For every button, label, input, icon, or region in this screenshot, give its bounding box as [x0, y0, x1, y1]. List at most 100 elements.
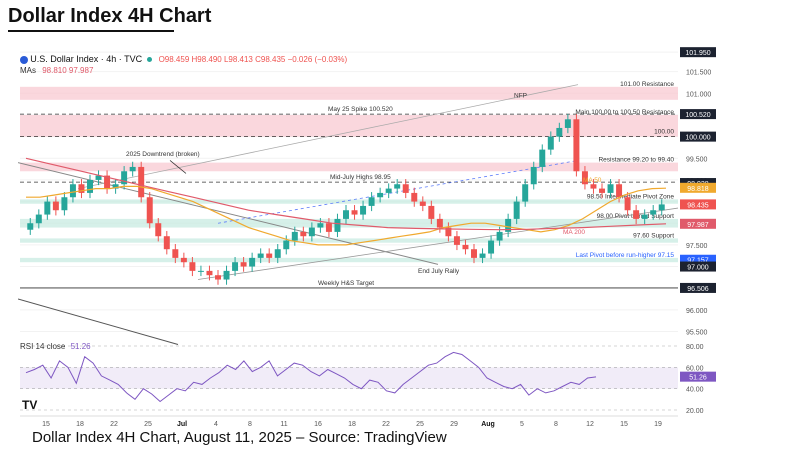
level-label: Mid-July Highs 98.95: [330, 174, 391, 181]
candle-body: [334, 218, 341, 232]
x-tick-label: 16: [314, 421, 322, 428]
candle-body: [300, 231, 307, 237]
chart-frame[interactable]: 101.950101.500101.000100.500100.00099.50…: [18, 46, 718, 432]
candle-body: [52, 201, 59, 211]
x-tick-label: 5: [520, 421, 524, 428]
title-underline: [8, 30, 174, 32]
price-label: 96.506: [687, 286, 709, 293]
price-label: 98.435: [687, 202, 709, 209]
channel-midline: [217, 160, 579, 224]
annotation-nfp: NFP: [514, 93, 527, 100]
x-tick-label: 25: [144, 421, 152, 428]
x-tick-label: 22: [110, 421, 118, 428]
legend-rsi-label[interactable]: RSI 14 close: [20, 342, 66, 351]
price-label: 101.950: [685, 50, 710, 57]
candle-body: [240, 262, 247, 267]
candle-body: [488, 240, 495, 254]
level-label: Weekly H&S Target: [318, 280, 374, 287]
candle-body: [641, 214, 648, 219]
candle-body: [616, 184, 623, 198]
candle-body: [377, 192, 384, 198]
zone-band: [20, 218, 678, 228]
legend-mas-label[interactable]: MAs: [20, 66, 36, 75]
legend-ma-values: 98.810 97.987: [42, 66, 94, 75]
x-tick-label: 29: [450, 421, 458, 428]
legend-rsi-row: RSI 14 close 51.26: [20, 342, 91, 351]
chart-canvas[interactable]: 101.950101.500101.000100.500100.00099.50…: [18, 46, 718, 432]
candle-body: [146, 197, 153, 224]
rsi-value-label: 51.26: [689, 375, 707, 382]
price-label-box: [680, 47, 716, 58]
x-tick-label: 8: [554, 421, 558, 428]
x-tick-label: 19: [654, 421, 662, 428]
candle-body: [581, 171, 588, 185]
price-label-box: [680, 182, 716, 193]
price-label: 100.000: [685, 135, 710, 142]
chart-caption: Dollar Index 4H Chart, August 11, 2025 –…: [32, 429, 447, 446]
candle-body: [556, 127, 563, 137]
candle-body: [607, 184, 614, 193]
candle-body: [505, 218, 512, 232]
zone-label: 97.60 Support: [633, 232, 674, 239]
candle-body: [573, 119, 580, 172]
annotation-arrow: [169, 160, 187, 174]
candle-body: [564, 119, 571, 128]
level-label: 100.00: [654, 129, 674, 136]
x-tick-label: 15: [620, 421, 628, 428]
rsi-band: [20, 367, 678, 389]
legend-ma-row: MAs 98.810 97.987: [20, 66, 93, 75]
header: Dollar Index 4H Chart: [0, 0, 800, 36]
candle-body: [189, 262, 196, 271]
legend-ohlc: O98.459 H98.490 L98.413 C98.435 −0.026 (…: [158, 55, 348, 64]
candle-body: [129, 166, 136, 172]
candle-body: [35, 214, 42, 224]
candle-body: [368, 197, 375, 206]
candle-body: [633, 210, 640, 219]
candle-body: [590, 184, 597, 189]
price-label: 100.520: [685, 112, 710, 119]
zone-band: [20, 199, 678, 204]
candle-body: [471, 249, 477, 258]
price-label-box: [680, 131, 716, 142]
price-label: 97.157: [687, 258, 709, 265]
candle-body: [121, 171, 128, 185]
price-label-box: [680, 282, 716, 293]
annotation-ma200: MA 200: [563, 229, 585, 236]
candle-body: [445, 227, 452, 237]
x-tick-label: 15: [42, 421, 50, 428]
zone-label: Main 100.00 to 100.50 Resistance: [575, 109, 674, 116]
y-tick-label: 101.000: [686, 91, 711, 98]
y-tick-label: 96.000: [686, 308, 708, 315]
zone-band: [20, 238, 678, 243]
candle-body: [317, 223, 324, 228]
annotation-ma50: MA 50: [583, 177, 602, 184]
lower-trendline: [18, 298, 179, 345]
rsi-tick-label: 20.00: [686, 408, 704, 415]
zone-band: [20, 86, 678, 100]
market-status-dot-icon: [147, 57, 153, 63]
candle-body: [496, 231, 503, 241]
candle-body: [257, 253, 264, 258]
candle-body: [308, 227, 315, 237]
candle-body: [650, 210, 657, 215]
candle-body: [283, 240, 290, 250]
x-tick-label: 18: [76, 421, 84, 428]
price-label-box: [680, 261, 716, 272]
zone-band: [20, 257, 678, 263]
candle-body: [436, 218, 443, 228]
candle-body: [385, 188, 392, 193]
candle-body: [69, 184, 76, 198]
candle-body: [215, 275, 221, 280]
zone-label: Resistance 99.20 to 99.40: [598, 157, 674, 164]
rising-support-line: [197, 207, 679, 280]
usd-flag-icon: [20, 55, 28, 64]
legend-symbol[interactable]: U.S. Dollar Index · 4h · TVC: [30, 54, 143, 64]
x-tick-label: 22: [382, 421, 390, 428]
candle-body: [232, 262, 239, 271]
x-tick-label: 11: [280, 421, 287, 428]
tradingview-logo[interactable]: TV: [22, 398, 38, 412]
zone-band: [20, 114, 678, 137]
x-tick-label: Aug: [481, 421, 495, 428]
candle-body: [104, 175, 111, 189]
candle-body: [539, 149, 546, 167]
